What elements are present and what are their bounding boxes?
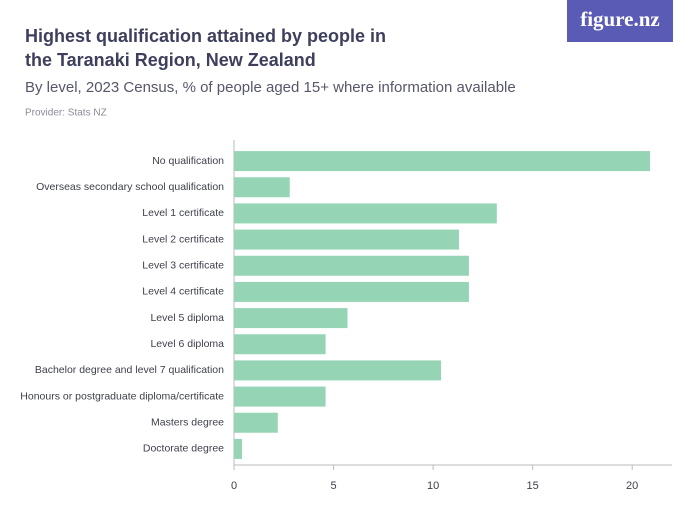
x-tick-label: 5: [330, 480, 336, 492]
chart-subtitle: By level, 2023 Census, % of people aged …: [25, 79, 516, 96]
logo-box: [567, 0, 673, 42]
x-tick-label: 20: [626, 480, 638, 492]
bar: [234, 412, 278, 433]
x-tick-label: 0: [231, 480, 237, 492]
y-tick-label: Bachelor degree and level 7 qualificatio…: [35, 364, 224, 376]
provider: Provider: Stats NZ: [25, 108, 107, 119]
y-tick-label: Honours or postgraduate diploma/certific…: [20, 390, 224, 402]
y-tick-label: Level 3 certificate: [142, 260, 224, 272]
y-tick-label: Level 6 diploma: [150, 338, 224, 350]
bar: [234, 386, 326, 407]
y-tick-label: Doctorate degree: [143, 443, 224, 455]
y-tick-label: Level 4 certificate: [142, 286, 224, 298]
y-tick-label: Masters degree: [151, 417, 224, 429]
chart-title: Highest qualification attained by people…: [25, 26, 386, 46]
bar: [234, 334, 326, 355]
bar: [234, 203, 497, 224]
bar: [234, 360, 442, 381]
bar: [234, 281, 469, 302]
x-tick-label: 15: [527, 480, 539, 492]
logo: figure.nz: [580, 7, 660, 31]
bar: [234, 438, 242, 459]
x-tick-label: 10: [427, 480, 439, 492]
bar: [234, 255, 469, 276]
y-tick-label: No qualification: [152, 155, 224, 167]
bar: [234, 308, 348, 329]
bar: [234, 151, 651, 172]
y-tick-label: Level 2 certificate: [142, 233, 224, 245]
y-tick-label: Level 5 diploma: [150, 312, 224, 324]
bar: [234, 229, 459, 250]
bar: [234, 177, 290, 198]
y-tick-label: Overseas secondary school qualification: [36, 181, 224, 193]
y-tick-label: Level 1 certificate: [142, 207, 224, 219]
chart-title: the Taranaki Region, New Zealand: [25, 50, 316, 70]
